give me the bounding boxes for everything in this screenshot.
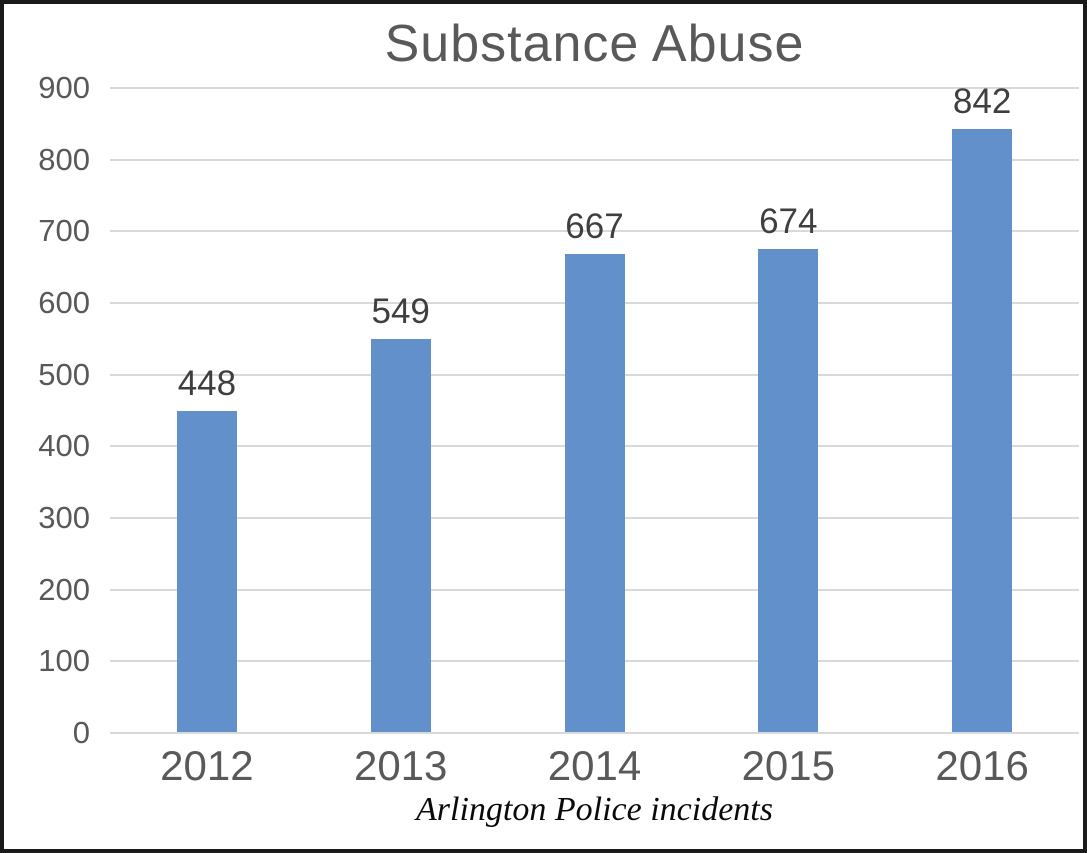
bar-2014: [564, 253, 625, 732]
x-tick-label-2013: 2013: [353, 742, 448, 789]
bar-value-label-2012: 448: [177, 363, 237, 403]
x-tick-label-2016: 2016: [935, 742, 1029, 789]
chart-title: Substance Abuse: [384, 15, 805, 73]
y-tick-label-700: 700: [38, 213, 90, 249]
bar-value-label-2014: 667: [565, 206, 624, 246]
y-tick-label-600: 600: [38, 285, 90, 320]
y-tick-label-200: 200: [38, 571, 90, 607]
x-tick-label-2015: 2015: [741, 742, 836, 789]
bar-value-label-2013: 549: [371, 291, 430, 331]
y-tick-label-300: 300: [38, 500, 90, 535]
x-tick-label-2014: 2014: [547, 742, 642, 789]
bar-value-label-2016: 842: [952, 81, 1012, 121]
y-tick-label-800: 800: [38, 141, 90, 177]
chart-caption: Arlington Police incidents: [416, 791, 773, 828]
plot-area: 448 549 667 674 842: [110, 82, 1079, 734]
gridline-900: [110, 87, 1079, 89]
bar-2012: [176, 410, 237, 732]
bar-2016: [952, 128, 1013, 732]
y-tick-label-500: 500: [38, 356, 90, 392]
bar-2013: [370, 338, 431, 732]
y-tick-label-400: 400: [38, 428, 90, 464]
gridline-0: [110, 732, 1079, 734]
gridline-800: [110, 158, 1079, 161]
y-tick-label-0: 0: [72, 715, 90, 750]
gridline-700: [110, 230, 1079, 233]
y-tick-label-100: 100: [38, 643, 90, 679]
x-tick-label-2012: 2012: [160, 742, 254, 789]
bar-2015: [758, 248, 819, 732]
bar-value-label-2015: 674: [759, 201, 818, 241]
y-tick-label-900: 900: [38, 70, 90, 105]
